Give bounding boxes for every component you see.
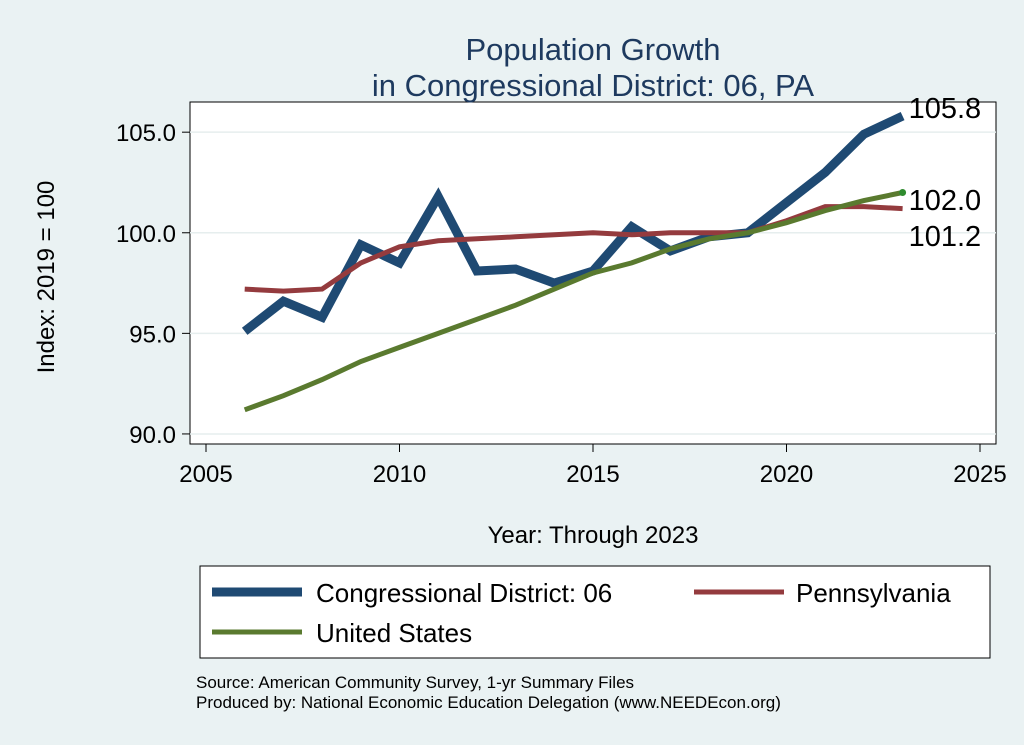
end-value-label: 102.0: [909, 185, 982, 217]
source-note: Source: American Community Survey, 1-yr …: [196, 673, 634, 692]
series-lines: [241, 112, 907, 413]
x-axis-label: Year: Through 2023: [488, 522, 699, 549]
united-states-end-marker: [899, 189, 907, 197]
producer-note: Produced by: National Economic Education…: [196, 693, 781, 712]
legend-label-pennsylvania: Pennsylvania: [796, 578, 951, 608]
x-tick-label: 2010: [373, 461, 426, 488]
legend-label-congressional-district: Congressional District: 06: [316, 578, 612, 608]
x-tick-label: 2020: [760, 461, 813, 488]
chart-title-line-2: in Congressional District: 06, PA: [372, 68, 815, 103]
end-labels: 105.8 101.2 102.0: [909, 93, 982, 253]
x-tick-label: 2005: [179, 461, 232, 488]
y-tick-label: 95.0: [129, 321, 176, 348]
axes: 90.0 95.0 100.0 105.0 2005 2010 2015 2020 2025: [116, 120, 1007, 488]
legend-label-united-states: United States: [316, 618, 472, 648]
x-tick-label: 2025: [953, 461, 1006, 488]
series-line-united-states: [243, 190, 904, 413]
legend: Congressional District: 06 Pennsylvania …: [199, 565, 991, 659]
y-axis-label: Index: 2019 = 100: [33, 181, 60, 374]
y-tick-label: 100.0: [116, 221, 176, 248]
legend-box: [199, 565, 991, 659]
end-value-label: 105.8: [909, 93, 982, 125]
y-tick-label: 90.0: [129, 422, 176, 449]
y-tick-label: 105.0: [116, 120, 176, 147]
end-value-label: 101.2: [909, 221, 982, 253]
x-tick-label: 2015: [566, 461, 619, 488]
chart-title-line-1: Population Growth: [465, 32, 720, 67]
series-line-congressional-district-06: [241, 112, 905, 335]
